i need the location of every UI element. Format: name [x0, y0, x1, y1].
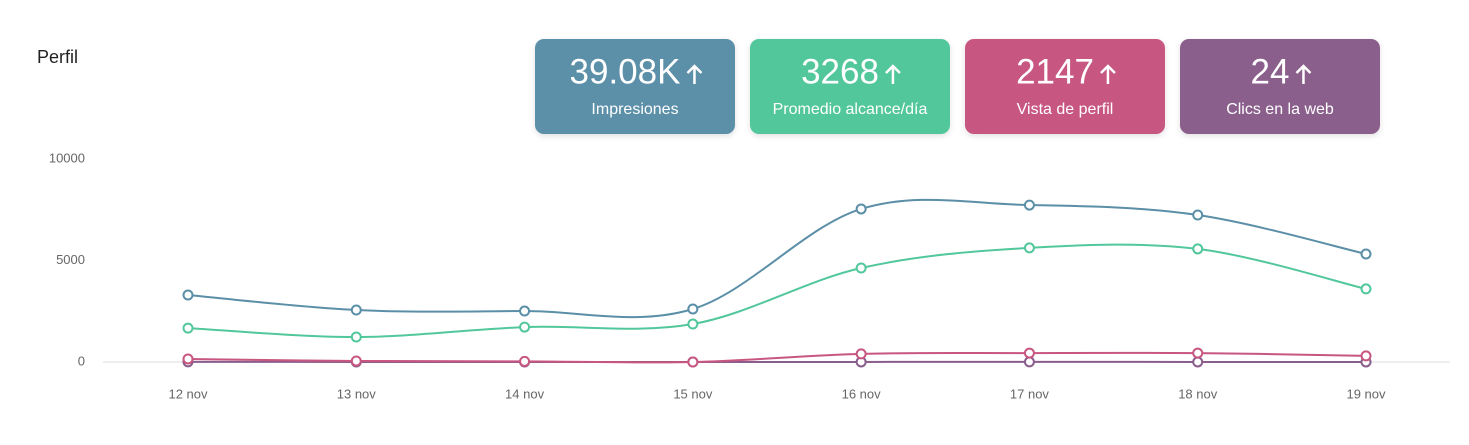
card-value: 24 — [1251, 52, 1290, 91]
line — [187, 351, 1367, 364]
kpi-card: 3268 Promedio alcance/día — [750, 39, 950, 134]
point — [855, 262, 867, 274]
line — [187, 198, 1367, 319]
card-value: 39.08K — [570, 52, 681, 91]
point — [1360, 350, 1372, 362]
card-bg — [750, 39, 950, 134]
point — [1023, 242, 1035, 254]
card-bg — [1180, 39, 1380, 134]
x-tick-label: 15 nov — [673, 386, 713, 401]
card-label: Clics en la web — [1226, 101, 1334, 118]
point — [855, 203, 867, 215]
card-value: 3268 — [801, 52, 879, 91]
point — [1023, 199, 1035, 211]
point — [687, 356, 699, 368]
point — [1023, 347, 1035, 359]
up-arrow — [1100, 64, 1116, 84]
card-label: Promedio alcance/día — [773, 101, 928, 118]
x-tick-label: 19 nov — [1346, 386, 1386, 401]
card-value: 2147 — [1016, 52, 1094, 91]
point — [1192, 356, 1204, 368]
kpi-card: 2147 Vista de perfil — [965, 39, 1165, 134]
point — [182, 289, 194, 301]
up-arrow — [885, 64, 901, 84]
x-tick-label: 14 nov — [505, 386, 545, 401]
y-tick-label: 0 — [78, 353, 85, 368]
point — [1192, 347, 1204, 359]
card-bg — [535, 39, 735, 134]
up-arrow — [1295, 64, 1312, 84]
point — [1360, 283, 1372, 295]
card-label: Vista de perfil — [1017, 101, 1114, 118]
point — [1192, 209, 1204, 221]
point — [1192, 243, 1204, 255]
point — [350, 304, 362, 316]
x-tick-label: 16 nov — [842, 386, 882, 401]
x-tick-label: 18 nov — [1178, 386, 1218, 401]
x-tick-label: 17 nov — [1010, 386, 1050, 401]
line — [187, 243, 1367, 339]
y-tick-label: 5000 — [56, 252, 85, 267]
point — [182, 353, 194, 365]
point — [519, 321, 531, 333]
kpi-card: 39.08K Impresiones — [535, 39, 735, 134]
y-tick-label: 10000 — [49, 150, 85, 165]
point — [1023, 356, 1035, 368]
point — [350, 355, 362, 367]
x-tick-label: 12 nov — [168, 386, 208, 401]
point — [182, 322, 194, 334]
up-arrow — [686, 64, 703, 84]
card-label: Impresiones — [591, 101, 678, 118]
x-tick-label: 13 nov — [337, 386, 377, 401]
kpi-card: 24 Clics en la web — [1180, 39, 1380, 134]
chart-title: Perfil — [37, 47, 78, 67]
point — [519, 355, 531, 367]
card-bg — [965, 39, 1165, 134]
point — [1360, 248, 1372, 260]
point — [519, 305, 531, 317]
point — [687, 318, 699, 330]
point — [855, 348, 867, 360]
point — [350, 331, 362, 343]
point — [687, 303, 699, 315]
